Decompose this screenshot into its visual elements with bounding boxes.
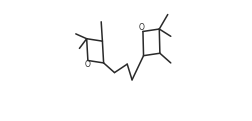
Text: O: O: [84, 60, 90, 69]
Text: O: O: [139, 23, 145, 32]
